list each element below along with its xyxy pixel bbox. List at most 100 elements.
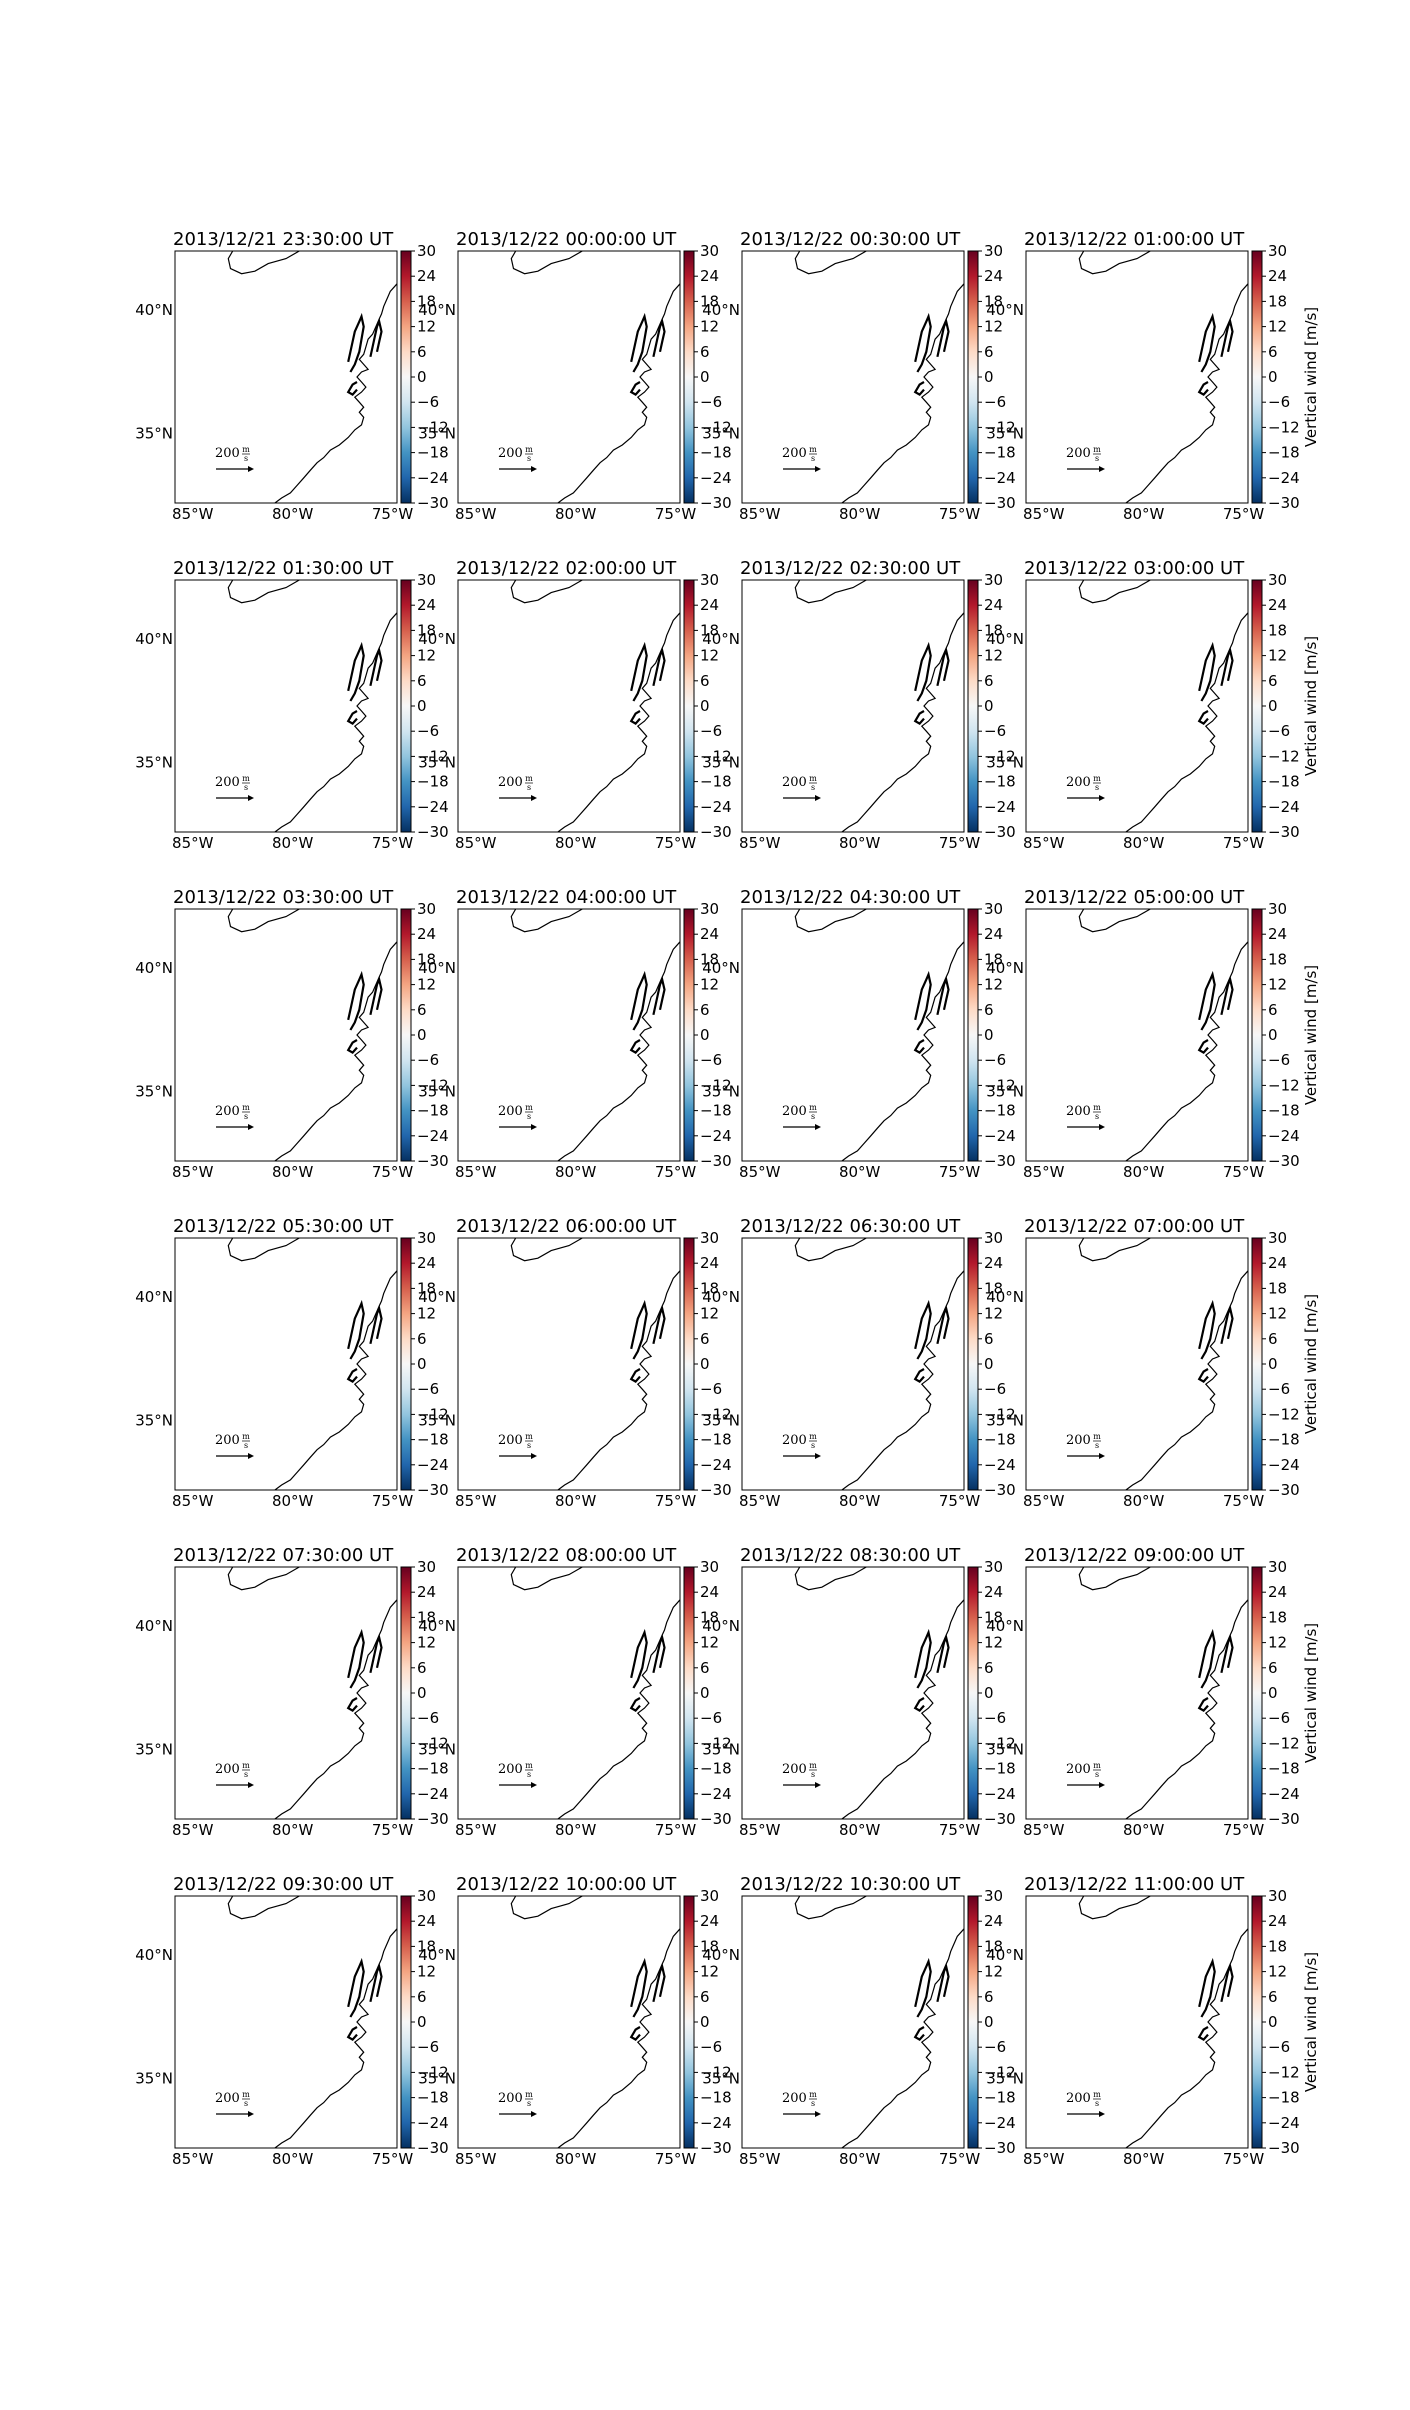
lon-tick-label: 85°W	[172, 1821, 214, 1839]
colorbar-tick-label: 0	[700, 2013, 710, 2031]
map-panel: 2013/12/22 03:00:00 UT 85°W 80°W 75°W 40°N 35…	[986, 558, 1320, 852]
vector-key-label: 200	[782, 446, 807, 461]
colorbar-tick-label: 30	[417, 242, 436, 260]
colorbar-tick-label: 0	[984, 1684, 994, 1702]
vector-key-arrowhead	[531, 1124, 537, 1130]
colorbar-tick-label: 6	[417, 1001, 427, 1019]
pamlico-sound-coastline	[346, 2026, 358, 2041]
colorbar-label: Vertical wind [m/s]	[1302, 636, 1320, 776]
colorbar-tick-label: 0	[417, 1355, 427, 1373]
delaware-bay-coastline	[936, 1963, 950, 2003]
lat-tick-label: 35°N	[418, 1412, 456, 1430]
vector-key-unit-denominator: s	[811, 1770, 815, 1779]
pamlico-sound-coastline	[629, 2026, 641, 2041]
colorbar-tick-label: −18	[700, 773, 732, 791]
map-panel: 2013/12/22 11:00:00 UT 85°W 80°W 75°W 40°N 35…	[986, 1874, 1320, 2168]
colorbar-tick-label: 12	[700, 1634, 719, 1652]
great-lakes-coastline	[227, 250, 300, 275]
great-lakes-coastline	[510, 250, 583, 275]
colorbar-tick-label: 6	[1268, 343, 1278, 361]
colorbar-tick-label: −18	[700, 444, 732, 462]
colorbar-tick-label: 24	[417, 1912, 436, 1930]
vector-key-unit-numerator: m	[525, 445, 533, 454]
vector-key-unit-numerator: m	[809, 1432, 817, 1441]
colorbar-tick-label: −12	[1268, 1076, 1300, 1094]
lon-tick-label: 80°W	[555, 2150, 597, 2168]
colorbar-tick-label: −18	[1268, 1431, 1300, 1449]
panel-title: 2013/12/22 10:30:00 UT	[740, 1874, 961, 1895]
colorbar	[400, 1237, 412, 1491]
lon-tick-label: 75°W	[372, 2150, 414, 2168]
colorbar-tick-label: 0	[984, 368, 994, 386]
colorbar-tick-label: 24	[984, 267, 1003, 285]
colorbar-tick-label: −18	[700, 1431, 732, 1449]
lat-tick-label: 35°N	[702, 425, 740, 443]
colorbar-tick-label: 12	[1268, 647, 1287, 665]
lat-tick-label: 35°N	[135, 425, 173, 443]
colorbar-tick-label: 12	[417, 647, 436, 665]
lon-tick-label: 80°W	[839, 1821, 881, 1839]
colorbar	[683, 579, 695, 833]
colorbar-tick-label: 0	[700, 1355, 710, 1373]
colorbar-tick-label: 12	[417, 1305, 436, 1323]
pamlico-sound-coastline	[1197, 381, 1209, 396]
colorbar-tick-label: 6	[984, 1001, 994, 1019]
colorbar-tick-label: 30	[700, 1229, 719, 1247]
colorbar-tick-label: −6	[984, 1051, 1006, 1069]
colorbar-tick-label: 0	[417, 1026, 427, 1044]
colorbar-tick-label: 18	[417, 1937, 436, 1955]
pamlico-sound-coastline	[346, 1039, 358, 1054]
colorbar-tick-label: −6	[984, 722, 1006, 740]
colorbar-tick-label: 24	[984, 1583, 1003, 1601]
colorbar-tick-label: 6	[700, 1988, 710, 2006]
delaware-bay-coastline	[1220, 1634, 1234, 1674]
colorbar-tick-label: 24	[700, 1912, 719, 1930]
colorbar	[1251, 579, 1263, 833]
delaware-bay-coastline	[369, 647, 383, 687]
lat-tick-label: 40°N	[135, 959, 173, 977]
colorbar-tick-label: −18	[1268, 2089, 1300, 2107]
vector-key-unit-denominator: s	[1095, 1112, 1099, 1121]
colorbar-tick-label: −30	[700, 494, 732, 512]
colorbar-tick-label: 24	[417, 925, 436, 943]
vector-key-unit-numerator: m	[1093, 1761, 1101, 1770]
vector-key-unit-denominator: s	[244, 1770, 248, 1779]
panel-title: 2013/12/22 01:00:00 UT	[1024, 229, 1245, 250]
colorbar-tick-label: −24	[1268, 2114, 1300, 2132]
vector-key-unit-denominator: s	[244, 454, 248, 463]
colorbar-tick-label: 6	[984, 343, 994, 361]
great-lakes-coastline	[1078, 1566, 1151, 1591]
colorbar-tick-label: −6	[984, 1709, 1006, 1727]
colorbar-tick-label: −30	[1268, 1810, 1300, 1828]
lon-tick-label: 75°W	[372, 1821, 414, 1839]
delaware-bay-coastline	[369, 976, 383, 1016]
colorbar-tick-label: 24	[700, 1254, 719, 1272]
lon-tick-label: 80°W	[839, 505, 881, 523]
vector-key-arrowhead	[815, 1124, 821, 1130]
pamlico-sound-coastline	[629, 1697, 641, 1712]
lon-tick-label: 80°W	[839, 2150, 881, 2168]
colorbar-tick-label: 30	[984, 242, 1003, 260]
vector-key-arrowhead	[248, 466, 254, 472]
lon-tick-label: 75°W	[1223, 1492, 1265, 1510]
vector-key-arrowhead	[248, 1782, 254, 1788]
colorbar-label: Vertical wind [m/s]	[1302, 1952, 1320, 2092]
vector-key-unit-numerator: m	[525, 1103, 533, 1112]
colorbar-tick-label: 6	[1268, 1988, 1278, 2006]
vector-key-unit-numerator: m	[525, 1761, 533, 1770]
colorbar-tick-label: 6	[417, 1330, 427, 1348]
colorbar-tick-label: −18	[984, 1431, 1016, 1449]
colorbar-tick-label: 0	[984, 2013, 994, 2031]
colorbar-tick-label: 24	[700, 596, 719, 614]
vector-key-unit-numerator: m	[242, 445, 250, 454]
colorbar-tick-label: 18	[700, 1937, 719, 1955]
delaware-bay-coastline	[652, 647, 666, 687]
delaware-bay-coastline	[369, 1305, 383, 1345]
pamlico-sound-coastline	[346, 710, 358, 725]
colorbar-tick-label: 30	[984, 571, 1003, 589]
colorbar-tick-label: −12	[984, 747, 1016, 765]
colorbar-tick-label: 0	[984, 697, 994, 715]
vector-key-label: 200	[1066, 775, 1091, 790]
chesapeake-bay-coastline	[347, 1299, 365, 1360]
vector-key-unit-denominator: s	[527, 1441, 531, 1450]
